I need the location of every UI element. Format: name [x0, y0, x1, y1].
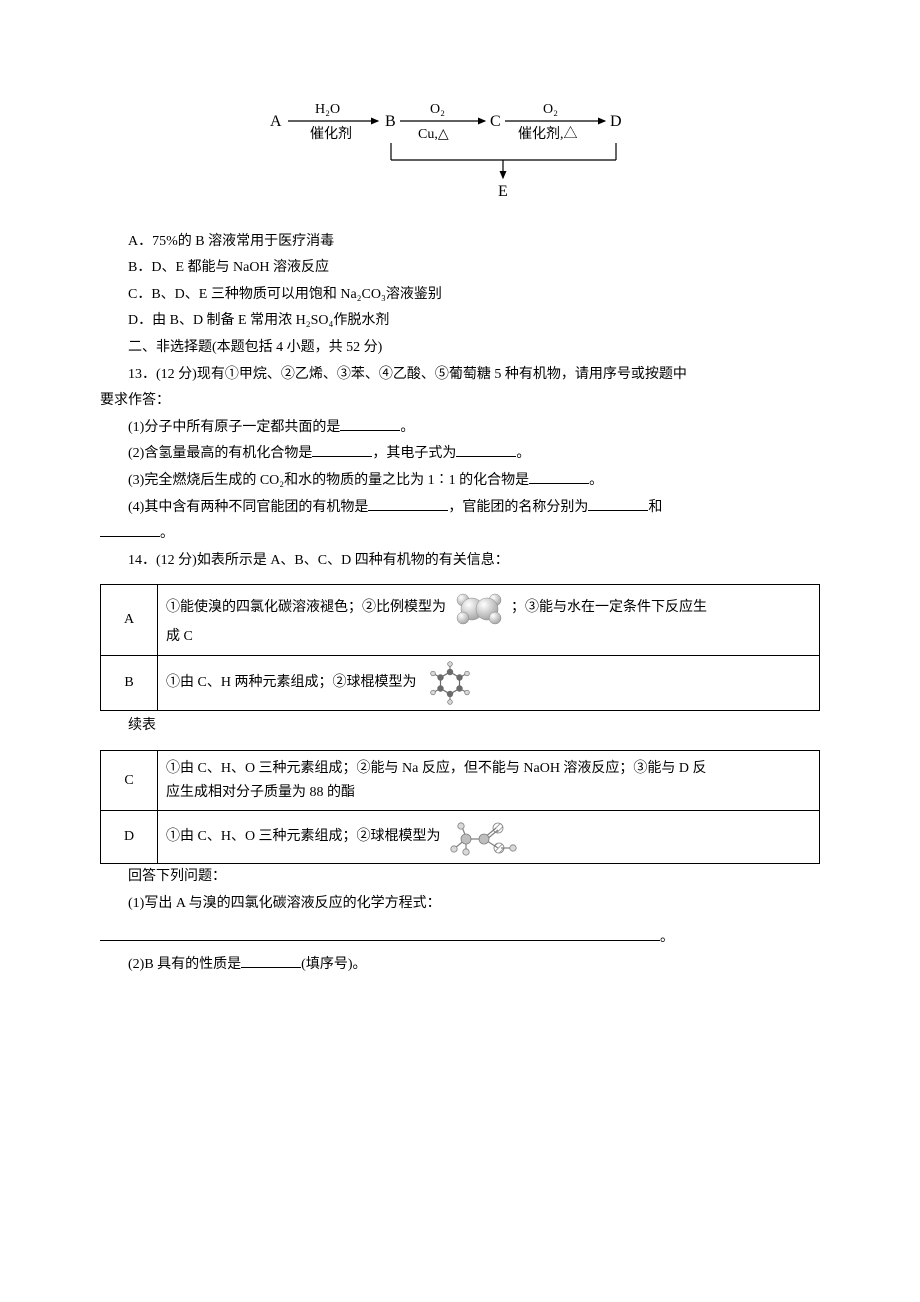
q13-p4-b: ，官能团的名称分别为 [448, 500, 588, 515]
q13-p4-line2: 。 [100, 521, 820, 548]
row-c-t1: ①由 C、H、O 三种元素组成；②能与 Na 反应，但不能与 NaOH 溶液反应… [166, 757, 811, 781]
q14-p1-blankline: 。 [100, 925, 820, 952]
lab-bc-top: O₂ [430, 102, 445, 117]
lab-ab-bot: 催化剂 [310, 126, 352, 142]
table-row: C ①由 C、H、O 三种元素组成；②能与 Na 反应，但不能与 NaOH 溶液… [101, 750, 820, 811]
q14-p2: (2)B 具有的性质是 (填序号)。 [100, 952, 820, 979]
q14-p1: (1)写出 A 与溴的四氯化碳溶液反应的化学方程式： [100, 891, 820, 918]
q14-stem: 14．(12 分)如表所示是 A、B、C、D 四种有机物的有关信息： [100, 548, 820, 575]
reaction-diagram: A B C D H₂O 催化剂 O₂ Cu,△ O₂ 催化剂,△ [100, 90, 820, 211]
q13-p3-a: (3)完全燃烧后生成的 CO₂和水的物质的量之比为 1∶1 的化合物是 [128, 473, 529, 488]
q13-p2: (2)含氢量最高的有机化合物是 ，其电子式为 。 [100, 441, 820, 468]
q13-stem-b: 要求作答： [100, 388, 820, 415]
lab-bc-bot: Cu,△ [418, 127, 449, 142]
q14-p2-b: (填序号)。 [301, 957, 366, 972]
q13-p2-a: (2)含氢量最高的有机化合物是 [128, 446, 312, 461]
blank [100, 926, 660, 941]
node-c: C [490, 113, 501, 130]
q14-table-2: C ①由 C、H、O 三种元素组成；②能与 Na 反应，但不能与 NaOH 溶液… [100, 750, 820, 865]
blank [529, 469, 589, 484]
node-b: B [385, 113, 396, 130]
row-b-label: B [101, 656, 158, 711]
row-c-content: ①由 C、H、O 三种元素组成；②能与 Na 反应，但不能与 NaOH 溶液反应… [158, 750, 820, 811]
row-d-t1: ①由 C、H、O 三种元素组成；②球棍模型为 [166, 830, 441, 845]
continued-label: 续表 [100, 713, 820, 740]
benzene-model-icon [420, 662, 480, 704]
node-a: A [270, 113, 282, 130]
blank [241, 953, 301, 968]
option-d: D．由 B、D 制备 E 常用浓 H₂SO₄作脱水剂 [100, 308, 820, 335]
row-a-t2: ；③能与水在一定条件下反应生 [511, 601, 707, 616]
option-b: B．D、E 都能与 NaOH 溶液反应 [100, 255, 820, 282]
node-e: E [498, 183, 508, 200]
option-c: C．B、D、E 三种物质可以用饱和 Na₂CO₃溶液鉴别 [100, 282, 820, 309]
q13-p1: (1)分子中所有原子一定都共面的是 。 [100, 415, 820, 442]
table-row: D ①由 C、H、O 三种元素组成；②球棍模型为 [101, 811, 820, 864]
row-a-t1: ①能使溴的四氯化碳溶液褪色；②比例模型为 [166, 601, 446, 616]
acetic-model-icon [444, 817, 522, 857]
ethene-model-icon [450, 591, 508, 625]
lab-cd-bot: 催化剂,△ [518, 126, 578, 142]
lab-cd-top: O₂ [543, 102, 558, 117]
q13-p2-b: ，其电子式为 [372, 446, 456, 461]
blank [100, 522, 160, 537]
table-row: A ①能使溴的四氯化碳溶液褪色；②比例模型为 [101, 585, 820, 656]
q14-after: 回答下列问题： [100, 864, 820, 891]
blank [340, 416, 400, 431]
diagram-svg: A B C D H₂O 催化剂 O₂ Cu,△ O₂ 催化剂,△ [260, 90, 660, 200]
q14-table-1: A ①能使溴的四氯化碳溶液褪色；②比例模型为 [100, 584, 820, 711]
option-a: A．75%的 B 溶液常用于医疗消毒 [100, 229, 820, 256]
q13-stem-a: 13．(12 分)现有①甲烷、②乙烯、③苯、④乙酸、⑤葡萄糖 5 种有机物，请用… [100, 362, 820, 389]
row-a-content: ①能使溴的四氯化碳溶液褪色；②比例模型为 [158, 585, 820, 656]
q13-p3: (3)完全燃烧后生成的 CO₂和水的物质的量之比为 1∶1 的化合物是 。 [100, 468, 820, 495]
q13-p3-b: 。 [589, 473, 603, 488]
row-c-label: C [101, 750, 158, 811]
q13-p1-a: (1)分子中所有原子一定都共面的是 [128, 420, 340, 435]
table-row: B ①由 C、H 两种元素组成；②球棍模型为 [101, 656, 820, 711]
node-d: D [610, 113, 622, 130]
row-c-t2: 应生成相对分子质量为 88 的酯 [166, 781, 811, 805]
blank [312, 442, 372, 457]
row-d-label: D [101, 811, 158, 864]
q14-p1-end: 。 [660, 930, 674, 945]
q13-p1-b: 。 [400, 420, 414, 435]
row-d-content: ①由 C、H、O 三种元素组成；②球棍模型为 [158, 811, 820, 864]
q14-p2-a: (2)B 具有的性质是 [128, 957, 241, 972]
q13-p4-d: 。 [160, 526, 174, 541]
section-2-heading: 二、非选择题(本题包括 4 小题，共 52 分) [100, 335, 820, 362]
row-b-t1: ①由 C、H 两种元素组成；②球棍模型为 [166, 675, 416, 690]
q13-p2-c: 。 [516, 446, 530, 461]
lab-ab-top: H₂O [315, 102, 340, 117]
blank [588, 496, 648, 511]
blank [368, 496, 448, 511]
blank [456, 442, 516, 457]
q13-p4-a: (4)其中含有两种不同官能团的有机物是 [128, 500, 368, 515]
row-a-t3: 成 C [166, 625, 811, 649]
row-b-content: ①由 C、H 两种元素组成；②球棍模型为 [158, 656, 820, 711]
row-a-label: A [101, 585, 158, 656]
q13-p4-c: 和 [648, 500, 662, 515]
q13-p4: (4)其中含有两种不同官能团的有机物是 ，官能团的名称分别为 和 [100, 495, 820, 522]
